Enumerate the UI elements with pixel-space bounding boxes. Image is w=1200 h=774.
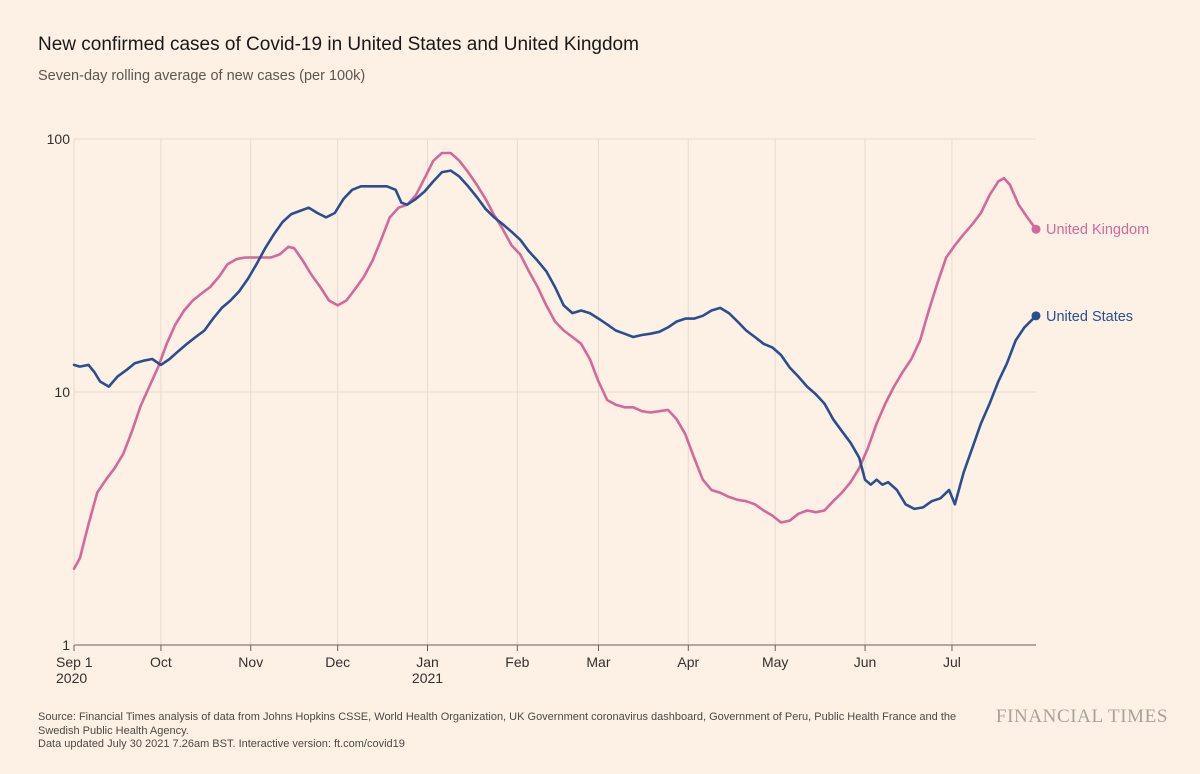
x-tick-year-label: 2020 xyxy=(56,670,87,686)
series-line-united-states xyxy=(72,169,1038,511)
source-text: Source: Financial Times analysis of data… xyxy=(38,711,957,737)
y-tick-label: 1 xyxy=(62,637,70,653)
source-note: Source: Financial Times analysis of data… xyxy=(38,711,988,752)
series-lines xyxy=(72,151,1041,571)
series-end-dot-united-kingdom xyxy=(1031,224,1041,234)
publisher-logo: FINANCIAL TIMES xyxy=(995,706,1168,727)
chart-title: New confirmed cases of Covid-19 in Unite… xyxy=(38,34,639,55)
series-label-united-kingdom: United Kingdom xyxy=(1046,222,1149,238)
data-updated-text: Data updated July 30 2021 7.26am BST. In… xyxy=(38,738,405,750)
x-tick-year-label: 2021 xyxy=(412,670,443,686)
x-tick-label: Feb xyxy=(505,654,529,670)
x-tick-label: Jul xyxy=(943,654,961,670)
x-tick-label: Jan xyxy=(416,654,439,670)
x-tick-label: Sep 1 xyxy=(56,654,93,670)
y-tick-label: 100 xyxy=(47,131,71,147)
y-tick-label: 10 xyxy=(54,384,70,400)
x-tick-label: Nov xyxy=(238,654,263,670)
x-tick-label: Jun xyxy=(854,654,877,670)
series-line-united-kingdom xyxy=(72,151,1038,571)
series-label-united-states: United States xyxy=(1046,309,1133,325)
x-tick-label: Dec xyxy=(325,654,350,670)
gridlines xyxy=(73,138,1036,646)
x-tick-label: Oct xyxy=(150,654,172,670)
x-tick-label: May xyxy=(762,654,788,670)
series-end-dot-united-states xyxy=(1031,311,1041,321)
x-tick-label: Apr xyxy=(677,654,699,670)
series-labels: United Kingdom United States xyxy=(1046,222,1149,325)
chart-subtitle: Seven-day rolling average of new cases (… xyxy=(38,68,366,84)
x-tick-label: Mar xyxy=(586,654,610,670)
